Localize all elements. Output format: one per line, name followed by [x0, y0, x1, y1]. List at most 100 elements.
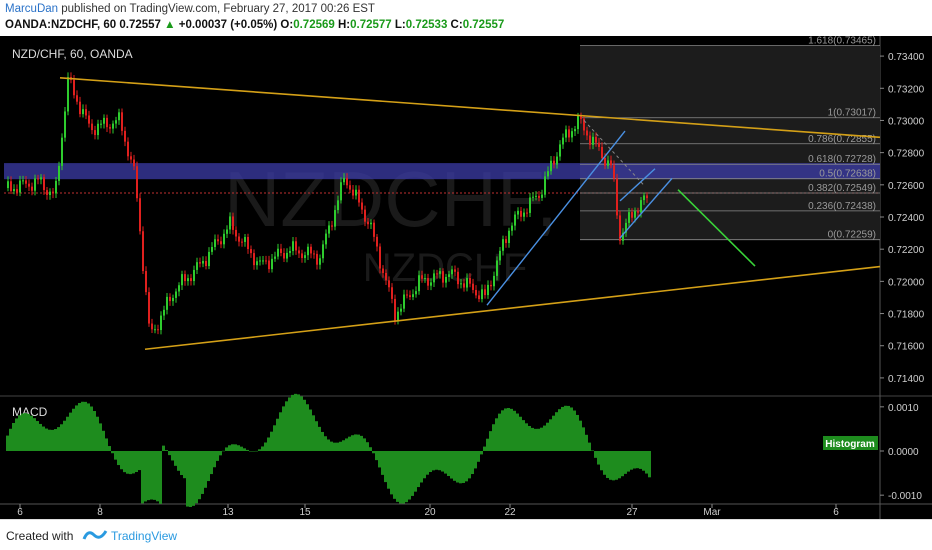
histogram-bar	[423, 451, 426, 479]
price-tick-label: 0.72800	[888, 149, 925, 160]
candle-body	[304, 255, 306, 259]
time-tick-label: Mar	[703, 507, 721, 518]
candle-body	[139, 198, 141, 232]
histogram-bar	[636, 451, 639, 469]
candle-body	[61, 137, 63, 166]
candle-body	[385, 273, 387, 281]
candle-body	[184, 274, 186, 282]
chart-svg: NZDCHF, 60NZDCHF1.618(0.73465)1(0.73017)…	[0, 36, 932, 519]
histogram-bar	[114, 451, 117, 460]
fib-level-label: 0.5(0.72638)	[819, 169, 876, 180]
candle-body	[52, 191, 54, 194]
fib-level-label: 1(0.73017)	[828, 108, 876, 119]
time-tick-label: 22	[504, 507, 516, 518]
candle-body	[481, 289, 483, 300]
up-arrow-icon: ▲	[164, 19, 176, 31]
histogram-bar	[204, 451, 207, 488]
candle-body	[157, 329, 159, 331]
candle-body	[133, 159, 135, 167]
histogram-bar	[627, 451, 630, 472]
candle-body	[307, 246, 309, 256]
author-link[interactable]: MarcuDan	[5, 3, 59, 15]
candle-body	[586, 130, 588, 136]
footer: Created with TradingView	[0, 519, 932, 550]
candle-body	[262, 260, 264, 262]
candle-body	[208, 251, 210, 267]
histogram-bar	[603, 451, 606, 475]
candle-body	[211, 246, 213, 252]
chart-area[interactable]: NZDCHF, 60 NZDCHF 1.618(0.73465) 1(0.73017)…	[0, 36, 932, 519]
histogram-bar	[216, 451, 219, 461]
candle-body	[85, 109, 87, 116]
histogram-bar	[384, 451, 387, 483]
candle-body	[358, 189, 360, 203]
histogram-bar	[117, 451, 120, 466]
histogram-bar	[630, 451, 633, 470]
candle-body	[238, 236, 240, 242]
candle-body	[250, 249, 252, 254]
candle-body	[79, 101, 81, 115]
candle-body	[313, 253, 315, 255]
candle-body	[526, 212, 528, 214]
candle-body	[364, 209, 366, 222]
price-tick-label: 0.72600	[888, 181, 925, 192]
histogram-bar	[135, 451, 138, 472]
price-tick-label: 0.72400	[888, 213, 925, 224]
histogram-bar	[102, 430, 105, 451]
histogram-bar	[222, 450, 225, 452]
candle-body	[148, 292, 150, 324]
open-value: 0.72569	[293, 19, 335, 31]
candle-body	[607, 160, 609, 166]
projection-arrow	[677, 189, 756, 267]
histogram-bar	[243, 448, 246, 451]
candle-body	[580, 115, 582, 119]
histogram-bar	[441, 451, 444, 472]
candle-body	[625, 222, 627, 233]
candle-body	[448, 274, 450, 277]
candle-body	[559, 144, 561, 157]
publish-line: MarcuDan published on TradingView.com, F…	[5, 3, 375, 15]
histogram-bar	[324, 436, 327, 451]
candle-body	[292, 241, 294, 252]
histogram-bar	[312, 415, 315, 451]
histogram-bar	[123, 451, 126, 473]
candle-body	[289, 251, 291, 253]
candle-body	[160, 315, 162, 331]
histogram-bar	[333, 442, 336, 451]
candle-body	[592, 136, 594, 145]
candle-body	[610, 160, 612, 166]
histogram-bar	[150, 451, 153, 500]
histogram-bar	[267, 437, 270, 451]
close-label: C:	[450, 19, 463, 31]
candle-body	[460, 283, 462, 285]
histogram-bar	[300, 396, 303, 451]
tradingview-brand-link[interactable]: TradingView	[111, 529, 178, 543]
histogram-bar	[396, 451, 399, 502]
candle-body	[532, 196, 534, 198]
histogram-bar	[549, 419, 552, 451]
tradingview-logo-icon[interactable]	[82, 527, 108, 543]
histogram-bar	[48, 429, 51, 451]
histogram-bar	[408, 451, 411, 500]
histogram-bar	[183, 451, 186, 479]
histogram-bar	[501, 410, 504, 451]
candle-body	[64, 111, 66, 138]
histogram-bar	[297, 394, 300, 451]
histogram-bar	[534, 428, 537, 451]
candle-body	[469, 278, 471, 284]
histogram-bar	[162, 445, 165, 451]
histogram-bar	[129, 451, 132, 475]
low-label: L:	[394, 19, 406, 31]
candle-body	[235, 229, 237, 237]
candle-body	[529, 197, 531, 213]
candle-body	[376, 236, 378, 247]
histogram-bar	[75, 405, 78, 451]
histogram-bar	[138, 451, 141, 471]
histogram-bar	[573, 410, 576, 451]
histogram-bar	[450, 451, 453, 479]
histogram-bar	[303, 399, 306, 451]
histogram-bar	[576, 414, 579, 451]
histogram-bar	[462, 451, 465, 483]
candle-body	[496, 260, 498, 276]
time-tick-label: 20	[424, 507, 436, 518]
